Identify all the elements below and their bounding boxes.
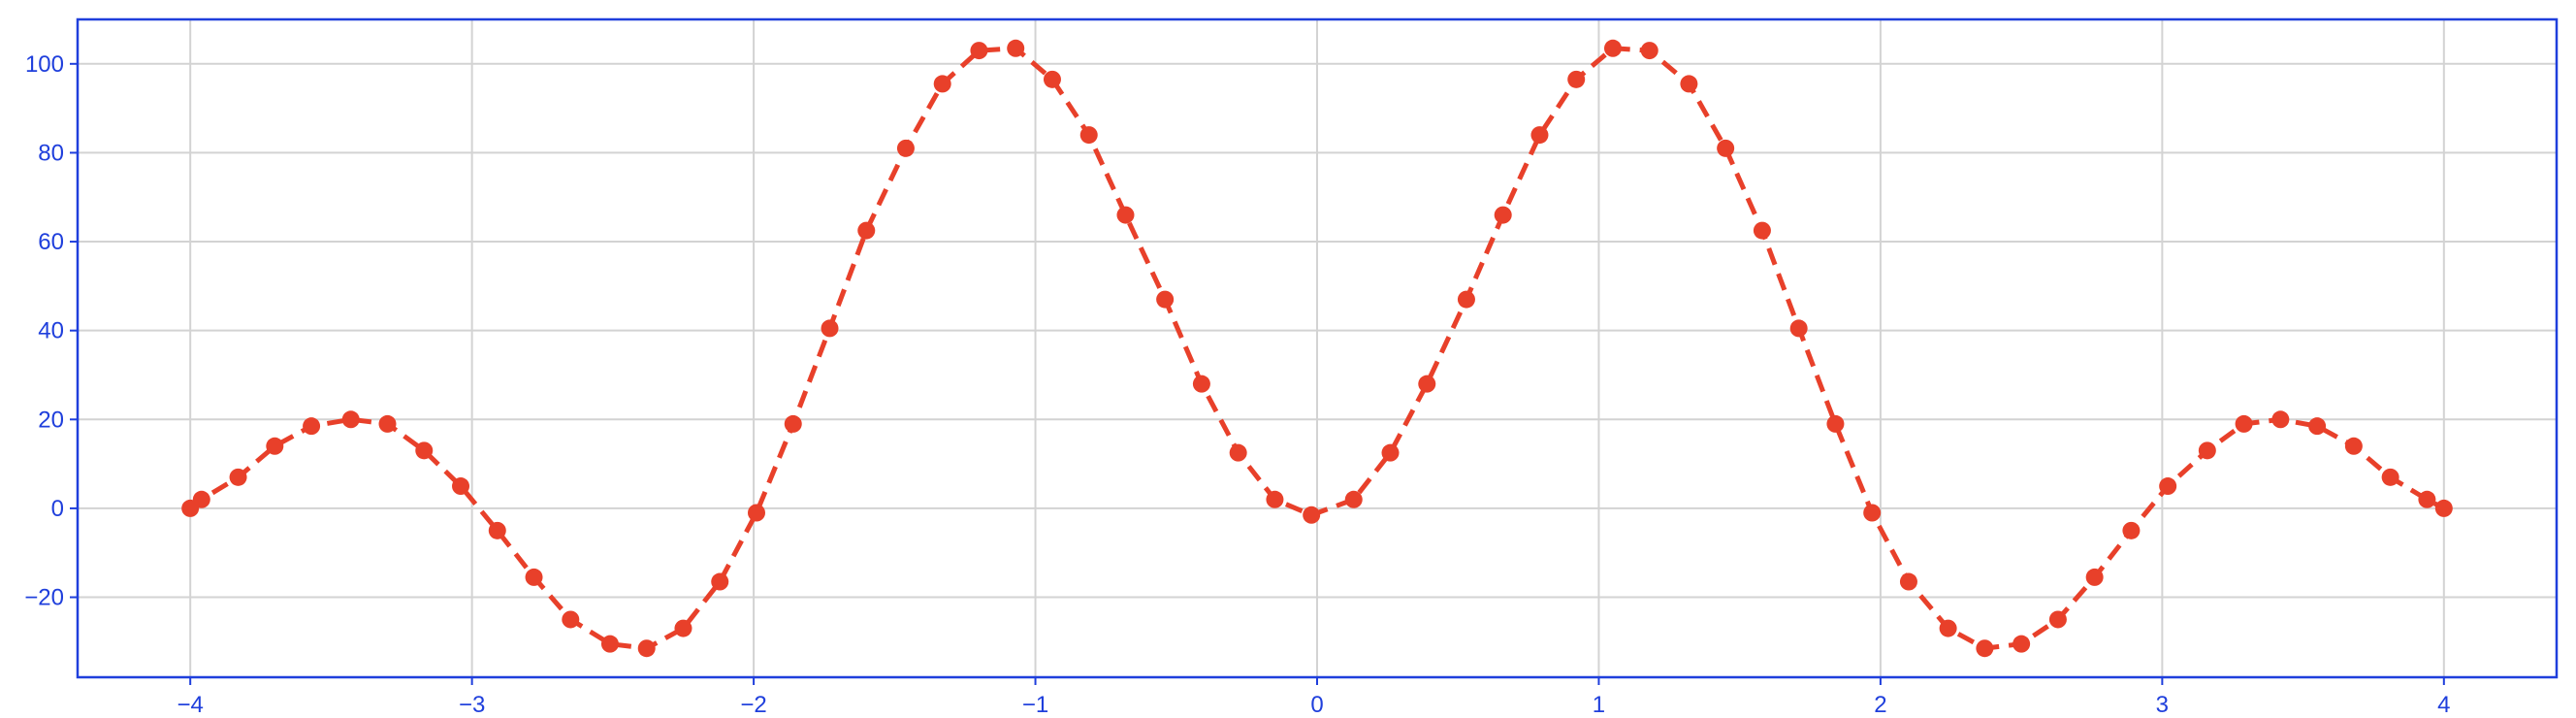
data-point: [1863, 504, 1882, 522]
data-point: [2048, 610, 2067, 629]
data-point: [1079, 126, 1098, 145]
data-point: [1156, 290, 1175, 309]
data-point: [2159, 477, 2177, 496]
y-tick-label: 40: [38, 318, 64, 344]
data-point: [1116, 206, 1135, 224]
data-point: [1976, 639, 1994, 658]
y-tick-label: 0: [51, 496, 64, 522]
data-point: [2085, 568, 2104, 586]
data-point: [2344, 437, 2363, 455]
data-point: [1303, 506, 1321, 524]
y-tick-label: 100: [25, 51, 64, 78]
data-point: [2122, 521, 2141, 539]
data-point: [1192, 375, 1210, 393]
data-point: [192, 490, 210, 508]
data-point: [2418, 490, 2436, 508]
data-point: [525, 568, 543, 586]
data-point: [1007, 39, 1025, 57]
data-point: [1789, 319, 1808, 338]
data-point: [674, 619, 692, 637]
data-point: [229, 468, 247, 486]
data-point: [2012, 635, 2031, 653]
x-tick-label: 0: [1310, 692, 1323, 718]
x-tick-label: −3: [459, 692, 485, 718]
data-point: [1939, 619, 1957, 637]
data-point: [1381, 443, 1400, 462]
data-point: [933, 75, 951, 93]
data-point: [600, 635, 619, 653]
x-tick-label: −4: [177, 692, 203, 718]
data-point: [1418, 375, 1436, 393]
y-axis-ticks: −20 0 20 40 60 80 100: [24, 51, 78, 611]
data-point: [821, 319, 839, 338]
data-point: [562, 610, 580, 629]
data-point: [1753, 221, 1771, 240]
data-point: [1457, 290, 1475, 309]
y-tick-label: −20: [24, 585, 64, 611]
x-tick-label: −2: [740, 692, 766, 718]
data-point: [1680, 75, 1698, 93]
data-point: [747, 504, 765, 522]
data-point: [303, 417, 321, 436]
data-point: [378, 414, 397, 433]
data-point: [2308, 417, 2327, 436]
data-point: [2198, 441, 2216, 460]
data-point: [970, 42, 988, 60]
data-point: [1717, 139, 1735, 157]
data-point: [1530, 126, 1549, 145]
data-point: [1603, 39, 1622, 57]
series-layer: [181, 39, 2453, 658]
data-point: [341, 410, 360, 429]
data-point: [2434, 499, 2453, 517]
data-point: [637, 639, 656, 658]
data-point: [2271, 410, 2290, 429]
data-point: [1266, 490, 1284, 508]
data-point: [452, 477, 470, 496]
x-axis-ticks: −4 −3 −2 −1 0 1 2 3 4: [177, 677, 2450, 718]
data-point: [1229, 443, 1247, 462]
data-point: [784, 414, 802, 433]
data-point: [2235, 414, 2253, 433]
data-point: [1344, 490, 1363, 508]
data-point: [1899, 572, 1917, 591]
data-point: [1043, 70, 1061, 88]
x-tick-label: −1: [1022, 692, 1048, 718]
y-tick-label: 60: [38, 229, 64, 255]
data-point: [1494, 206, 1512, 224]
x-tick-label: 4: [2437, 692, 2450, 718]
data-point: [1826, 414, 1845, 433]
data-point: [1567, 70, 1586, 88]
grid-lines: [78, 19, 2557, 677]
data-point: [1640, 42, 1658, 60]
data-point: [711, 572, 729, 591]
data-point: [266, 437, 284, 455]
data-point: [415, 441, 434, 460]
x-tick-label: 2: [1874, 692, 1886, 718]
data-point: [2381, 468, 2399, 486]
y-tick-label: 80: [38, 140, 64, 166]
y-tick-label: 20: [38, 407, 64, 433]
x-tick-label: 3: [2156, 692, 2169, 718]
x-tick-label: 1: [1593, 692, 1605, 718]
data-point: [488, 521, 506, 539]
data-point: [857, 221, 876, 240]
data-point: [896, 139, 915, 157]
